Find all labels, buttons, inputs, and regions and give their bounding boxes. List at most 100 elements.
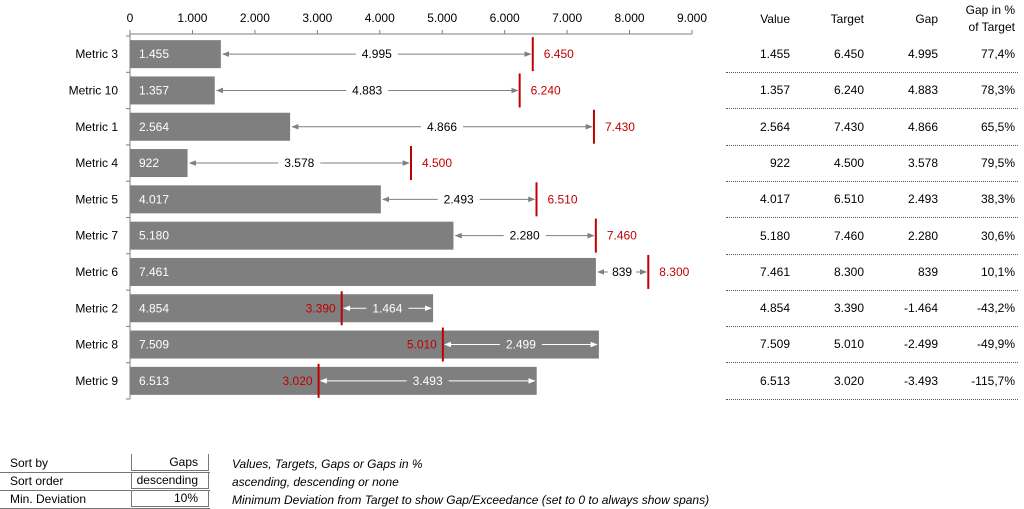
setting-label: Sort order bbox=[10, 474, 64, 488]
value-bar bbox=[130, 40, 221, 69]
cell-gap-pct: 38,3% bbox=[980, 192, 1015, 207]
x-axis: 0 1.000 2.000 3.000 4.000 5.000 6.000 7.000 8.00… bbox=[126, 11, 707, 400]
cell-target: 4.500 bbox=[833, 155, 864, 170]
table-row: 7.509 5.010 -2.499 -49,9% bbox=[726, 326, 1018, 364]
cell-target: 7.430 bbox=[833, 119, 864, 134]
target-label: 3.020 bbox=[283, 374, 313, 388]
cell-gap-pct: 65,5% bbox=[980, 119, 1015, 134]
cell-gap: 2.493 bbox=[907, 192, 938, 207]
target-label: 3.390 bbox=[306, 301, 336, 315]
table-row: 7.461 8.300 839 10,1% bbox=[726, 254, 1018, 291]
cell-gap: 4.883 bbox=[907, 83, 938, 98]
cell-gap-pct: 78,3% bbox=[980, 83, 1015, 98]
table-row: 2.564 7.430 4.866 65,5% bbox=[726, 109, 1018, 146]
cell-value: 4.017 bbox=[759, 192, 790, 207]
cell-target: 6.450 bbox=[833, 47, 864, 61]
value-label: 7.461 bbox=[139, 265, 169, 279]
cell-target: 3.390 bbox=[833, 301, 864, 316]
category-label: Metric 2 bbox=[75, 301, 118, 315]
value-label: 5.180 bbox=[139, 229, 169, 243]
x-tick-label: 4.000 bbox=[365, 11, 395, 25]
value-bar bbox=[130, 149, 188, 178]
value-label: 1.455 bbox=[139, 47, 169, 61]
cell-gap: 2.280 bbox=[907, 228, 938, 243]
table-row: 1.357 6.240 4.883 78,3% bbox=[726, 72, 1018, 110]
cell-gap: -2.499 bbox=[903, 337, 938, 352]
target-label: 6.240 bbox=[531, 83, 561, 97]
target-label: 7.460 bbox=[607, 229, 637, 243]
gap-label-bg bbox=[346, 82, 389, 99]
x-tick-label: 1.000 bbox=[177, 11, 207, 25]
cell-value: 7.461 bbox=[759, 264, 790, 279]
cell-gap-pct: -43,2% bbox=[976, 301, 1015, 316]
cell-gap-pct: 30,6% bbox=[980, 228, 1015, 243]
min-deviation-input[interactable]: 10% bbox=[131, 490, 209, 507]
sort-order-input[interactable]: descending bbox=[131, 472, 209, 489]
gap-label-bg bbox=[406, 372, 449, 389]
category-label: Metric 1 bbox=[75, 120, 118, 134]
target-label: 6.450 bbox=[544, 47, 574, 61]
cell-gap-pct: 77,4% bbox=[980, 47, 1015, 61]
header-gap-pct-line2: of Target bbox=[968, 20, 1015, 34]
x-tick-label: 2.000 bbox=[240, 11, 270, 25]
table-header: Value Target Gap Gap in % of Target bbox=[726, 0, 1018, 36]
gap-label: 2.499 bbox=[506, 338, 536, 352]
x-tick-label: 3.000 bbox=[302, 11, 332, 25]
cell-gap: -1.464 bbox=[903, 301, 938, 316]
gap-label-bg bbox=[355, 46, 398, 63]
min-deviation-description: Minimum Deviation from Target to show Ga… bbox=[232, 493, 710, 507]
value-bar bbox=[130, 112, 291, 141]
gap-label: 1.464 bbox=[372, 301, 402, 315]
value-bar bbox=[130, 221, 454, 250]
table-row: 4.854 3.390 -1.464 -43,2% bbox=[726, 290, 1018, 328]
cell-gap-pct: -115,7% bbox=[971, 373, 1015, 388]
gap-label-bg bbox=[421, 118, 464, 135]
target-label: 5.010 bbox=[407, 338, 437, 352]
category-label: Metric 9 bbox=[75, 374, 118, 388]
category-label: Metric 5 bbox=[75, 192, 118, 206]
cell-target: 7.460 bbox=[833, 228, 864, 243]
category-label: Metric 7 bbox=[75, 229, 118, 243]
value-label: 4.017 bbox=[139, 192, 169, 206]
value-label: 6.513 bbox=[139, 374, 169, 388]
cell-target: 3.020 bbox=[833, 373, 864, 388]
x-tick-label: 6.000 bbox=[490, 11, 520, 25]
cell-target: 5.010 bbox=[833, 337, 864, 352]
gap-bar-chart: 0 1.000 2.000 3.000 4.000 5.000 6.000 7.000 8.00… bbox=[69, 11, 707, 400]
sort-order-description: ascending, descending or none bbox=[232, 475, 399, 489]
value-label: 922 bbox=[139, 156, 159, 170]
header-gap: Gap bbox=[915, 12, 938, 26]
gap-label-bg bbox=[503, 227, 546, 244]
sort-by-description: Values, Targets, Gaps or Gaps in % bbox=[232, 457, 423, 471]
gap-label-bg bbox=[499, 336, 542, 353]
value-bar bbox=[130, 76, 215, 105]
value-bar bbox=[130, 257, 596, 286]
cell-gap: 4.866 bbox=[907, 119, 938, 134]
sort-by-input[interactable]: Gaps bbox=[131, 454, 209, 471]
value-label: 2.564 bbox=[139, 120, 169, 134]
value-label: 1.357 bbox=[139, 83, 169, 97]
cell-gap-pct: 10,1% bbox=[980, 264, 1015, 279]
category-label: Metric 3 bbox=[75, 47, 118, 61]
gap-label: 4.866 bbox=[427, 120, 457, 134]
value-bar bbox=[130, 185, 381, 214]
header-value: Value bbox=[760, 12, 790, 26]
gap-label: 4.995 bbox=[362, 47, 392, 61]
category-label: Metric 4 bbox=[75, 156, 118, 170]
cell-value: 1.357 bbox=[759, 83, 790, 98]
category-label: Metric 8 bbox=[75, 338, 118, 352]
value-label: 7.509 bbox=[139, 338, 169, 352]
gap-label: 3.578 bbox=[284, 156, 314, 170]
cell-target: 6.510 bbox=[833, 192, 864, 207]
category-label: Metric 6 bbox=[75, 265, 118, 279]
target-label: 6.510 bbox=[548, 192, 578, 206]
cell-value: 922 bbox=[769, 155, 790, 170]
cell-value: 7.509 bbox=[759, 337, 790, 352]
target-label: 7.430 bbox=[605, 120, 635, 134]
cell-gap: 3.578 bbox=[907, 155, 938, 170]
table-row: 922 4.500 3.578 79,5% bbox=[726, 145, 1018, 182]
cell-gap: 4.995 bbox=[907, 47, 938, 61]
cell-gap-pct: 79,5% bbox=[980, 155, 1015, 170]
x-tick-label: 8.000 bbox=[615, 11, 645, 25]
cell-gap: -3.493 bbox=[903, 373, 938, 388]
